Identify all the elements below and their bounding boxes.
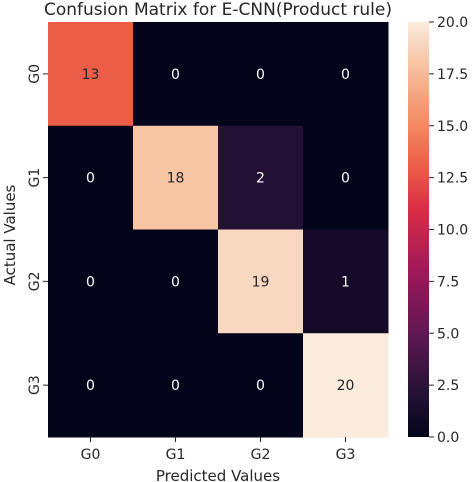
heatmap-cell [303,125,389,230]
cell-value-label: 20 [337,378,355,394]
colorbar-tick-label: 5.0 [437,326,459,342]
heatmap-cell [133,333,219,438]
heatmap-cell [303,333,389,438]
cell-value-label: 0 [171,67,180,83]
cell-value-label: 18 [167,171,185,187]
heatmap-cell [48,229,134,334]
cell-value-label: 0 [341,171,350,187]
chart-title: Confusion Matrix for E-CNN(Product rule) [44,0,392,20]
heatmap-cell [133,125,219,230]
heatmap-cell [48,125,134,230]
heatmap-cell [218,229,304,334]
y-axis-label: Actual Values [1,184,19,285]
x-tick-label: G0 [81,447,101,463]
cell-value-label: 0 [86,171,95,187]
x-tick-label: G3 [336,447,356,463]
cell-value-label: 0 [86,378,95,394]
cell-value-label: 1 [341,274,350,290]
heatmap-cell [303,22,389,127]
heatmap-cell [218,22,304,127]
heatmap-cell [303,229,389,334]
heatmap-cell [133,22,219,127]
colorbar-tick-label: 17.5 [437,67,468,83]
colorbar-tick-label: 7.5 [437,274,459,290]
colorbar-tick-label: 20.0 [437,15,468,31]
y-tick-label: G3 [27,375,43,395]
x-tick-label: G1 [166,447,186,463]
colorbar-tick-label: 2.5 [437,378,459,394]
colorbar-tick-label: 15.0 [437,119,468,135]
x-tick-label: G2 [251,447,271,463]
cell-value-label: 0 [341,67,350,83]
cell-value-label: 19 [252,274,270,290]
colorbar-tick-label: 12.5 [437,171,468,187]
y-tick-label: G2 [27,271,43,291]
cell-value-label: 0 [256,378,265,394]
cell-value-label: 0 [171,274,180,290]
heatmap-cell [133,229,219,334]
heatmap-cell [218,333,304,438]
heatmap-cell [48,22,134,127]
colorbar-tick-label: 0.0 [437,430,459,446]
heatmap-cell [218,125,304,230]
cell-value-label: 13 [82,67,100,83]
y-tick-label: G0 [27,64,43,84]
cell-value-label: 2 [256,171,265,187]
y-tick-label: G1 [27,168,43,188]
cell-value-label: 0 [86,274,95,290]
colorbar-tick-label: 10.0 [437,223,468,239]
heatmap-cell [48,333,134,438]
cell-value-label: 0 [171,378,180,394]
cell-value-label: 0 [256,67,265,83]
colorbar [408,22,429,437]
x-axis-label: Predicted Values [156,467,280,482]
